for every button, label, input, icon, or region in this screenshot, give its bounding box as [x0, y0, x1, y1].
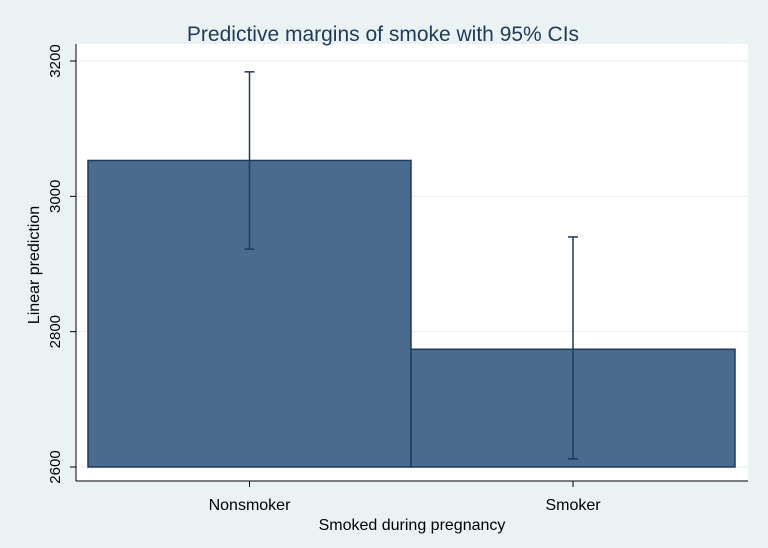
axes: 2600 2800 3000 3200 Nonsmoker Smoker: [47, 44, 748, 514]
y-axis-label: Linear prediction: [26, 206, 43, 324]
y-tick-label: 3000: [47, 180, 64, 213]
error-bars: [244, 71, 578, 460]
x-tick-label-smoker: Smoker: [545, 497, 601, 514]
x-tick-label-nonsmoker: Nonsmoker: [209, 497, 291, 514]
y-tick-label: 3200: [47, 44, 64, 77]
chart-title: Predictive margins of smoke with 95% CIs: [187, 23, 579, 46]
y-tick-label: 2600: [47, 450, 64, 483]
y-tick-label: 2800: [47, 315, 64, 348]
x-axis-label: Smoked during pregnancy: [319, 517, 506, 534]
